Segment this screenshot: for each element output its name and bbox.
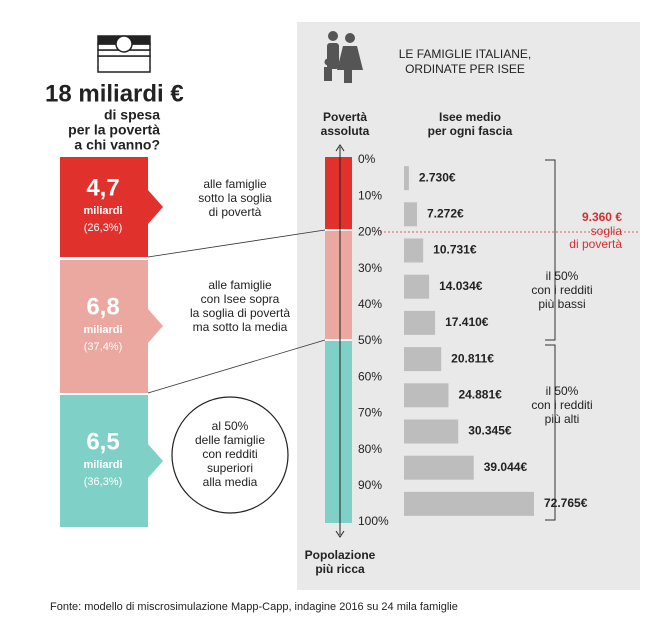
group-unit: miliardi <box>83 205 122 217</box>
arrow-head <box>335 144 345 538</box>
bar <box>404 310 436 335</box>
group-share: (36,3%) <box>84 476 123 488</box>
bracket-label: più alti <box>545 412 580 426</box>
bracket-label: il 50% <box>546 384 579 398</box>
scale-label: 10% <box>358 188 382 202</box>
group-description: alle famiglie <box>203 177 267 191</box>
chart-title: per ogni fascia <box>428 124 513 138</box>
value-label: 17.410€ <box>445 315 489 329</box>
bar <box>404 419 459 444</box>
group-amount: 4,7 <box>86 174 119 201</box>
bracket-label: con i redditi <box>531 283 592 297</box>
scale-label: 40% <box>358 297 382 311</box>
group-description: con redditi <box>202 447 257 461</box>
bar <box>404 274 430 299</box>
group-box <box>60 395 163 527</box>
group-description: sotto la soglia <box>198 191 272 205</box>
group-amount: 6,8 <box>86 293 119 320</box>
group-unit: miliardi <box>83 324 122 336</box>
headline: 18 miliardi € <box>45 80 184 107</box>
group-box <box>60 260 163 393</box>
bracket-label: il 50% <box>546 269 579 283</box>
bracket-label: più bassi <box>538 297 585 311</box>
group-box <box>60 157 163 257</box>
value-label: 30.345€ <box>468 424 512 438</box>
column-segment <box>325 230 352 340</box>
value-label: 24.881€ <box>458 387 502 401</box>
group-description: con Isee sopra <box>201 292 280 306</box>
bar <box>404 491 534 516</box>
group-description: alla media <box>203 475 258 489</box>
group-description: di povertà <box>209 205 262 219</box>
column-segment <box>325 157 352 230</box>
source: Fonte: modello di miscrosimulazione Mapp… <box>50 601 458 613</box>
bar <box>404 455 474 480</box>
subtitle: a chi vanno? <box>74 137 160 153</box>
group-unit: miliardi <box>83 459 122 471</box>
bracket <box>545 344 556 521</box>
connector <box>147 229 326 258</box>
bar <box>404 347 442 372</box>
money-icon <box>97 35 151 73</box>
value-label: 2.730€ <box>419 170 456 184</box>
group-description: ma sotto la media <box>193 320 288 334</box>
scale-label: 30% <box>358 261 382 275</box>
bar <box>404 383 449 408</box>
threshold-label: di povertà <box>569 237 622 251</box>
highlight-circle <box>171 396 289 514</box>
group-share: (26,3%) <box>84 222 123 234</box>
value-label: 7.272€ <box>427 206 464 220</box>
bottom-label: più ricca <box>315 562 365 576</box>
bottom-label: Popolazione <box>305 548 376 562</box>
group-description: al 50% <box>212 419 249 433</box>
group-description: superiori <box>207 461 253 475</box>
scale-label: 70% <box>358 406 382 420</box>
column-segment <box>325 340 352 523</box>
group-description: delle famiglie <box>195 433 265 447</box>
threshold-label: soglia <box>591 224 623 238</box>
subtitle: per la povertà <box>68 122 160 138</box>
panel-title: LE FAMIGLIE ITALIANE, <box>399 47 532 61</box>
column-label: assoluta <box>321 124 370 138</box>
value-label: 14.034€ <box>439 279 483 293</box>
threshold-value: 9.360 € <box>582 210 622 224</box>
connector <box>147 339 326 394</box>
bar <box>404 166 409 191</box>
value-label: 20.811€ <box>451 351 494 365</box>
bar <box>404 202 417 227</box>
group-description: la soglia di povertà <box>190 306 290 320</box>
panel-title: ORDINATE PER ISEE <box>405 62 525 76</box>
scale-label: 50% <box>358 333 382 347</box>
scale-label: 80% <box>358 442 382 456</box>
subtitle: di spesa <box>104 107 160 123</box>
scale-label: 0% <box>358 152 376 166</box>
column-label: Povertà <box>323 110 367 124</box>
value-label: 72.765€ <box>544 496 588 510</box>
bracket-label: con i redditi <box>531 398 592 412</box>
family-icon <box>324 31 363 83</box>
group-description: alle famiglie <box>208 278 272 292</box>
scale-label: 20% <box>358 225 382 239</box>
value-label: 10.731€ <box>433 243 477 257</box>
scale-label: 100% <box>358 514 389 528</box>
value-label: 39.044€ <box>484 460 528 474</box>
bar <box>404 238 424 263</box>
group-share: (37,4%) <box>84 341 123 353</box>
group-amount: 6,5 <box>86 428 119 455</box>
chart-title: Isee medio <box>439 110 501 124</box>
bracket <box>545 159 556 341</box>
scale-label: 60% <box>358 369 382 383</box>
scale-label: 90% <box>358 478 382 492</box>
